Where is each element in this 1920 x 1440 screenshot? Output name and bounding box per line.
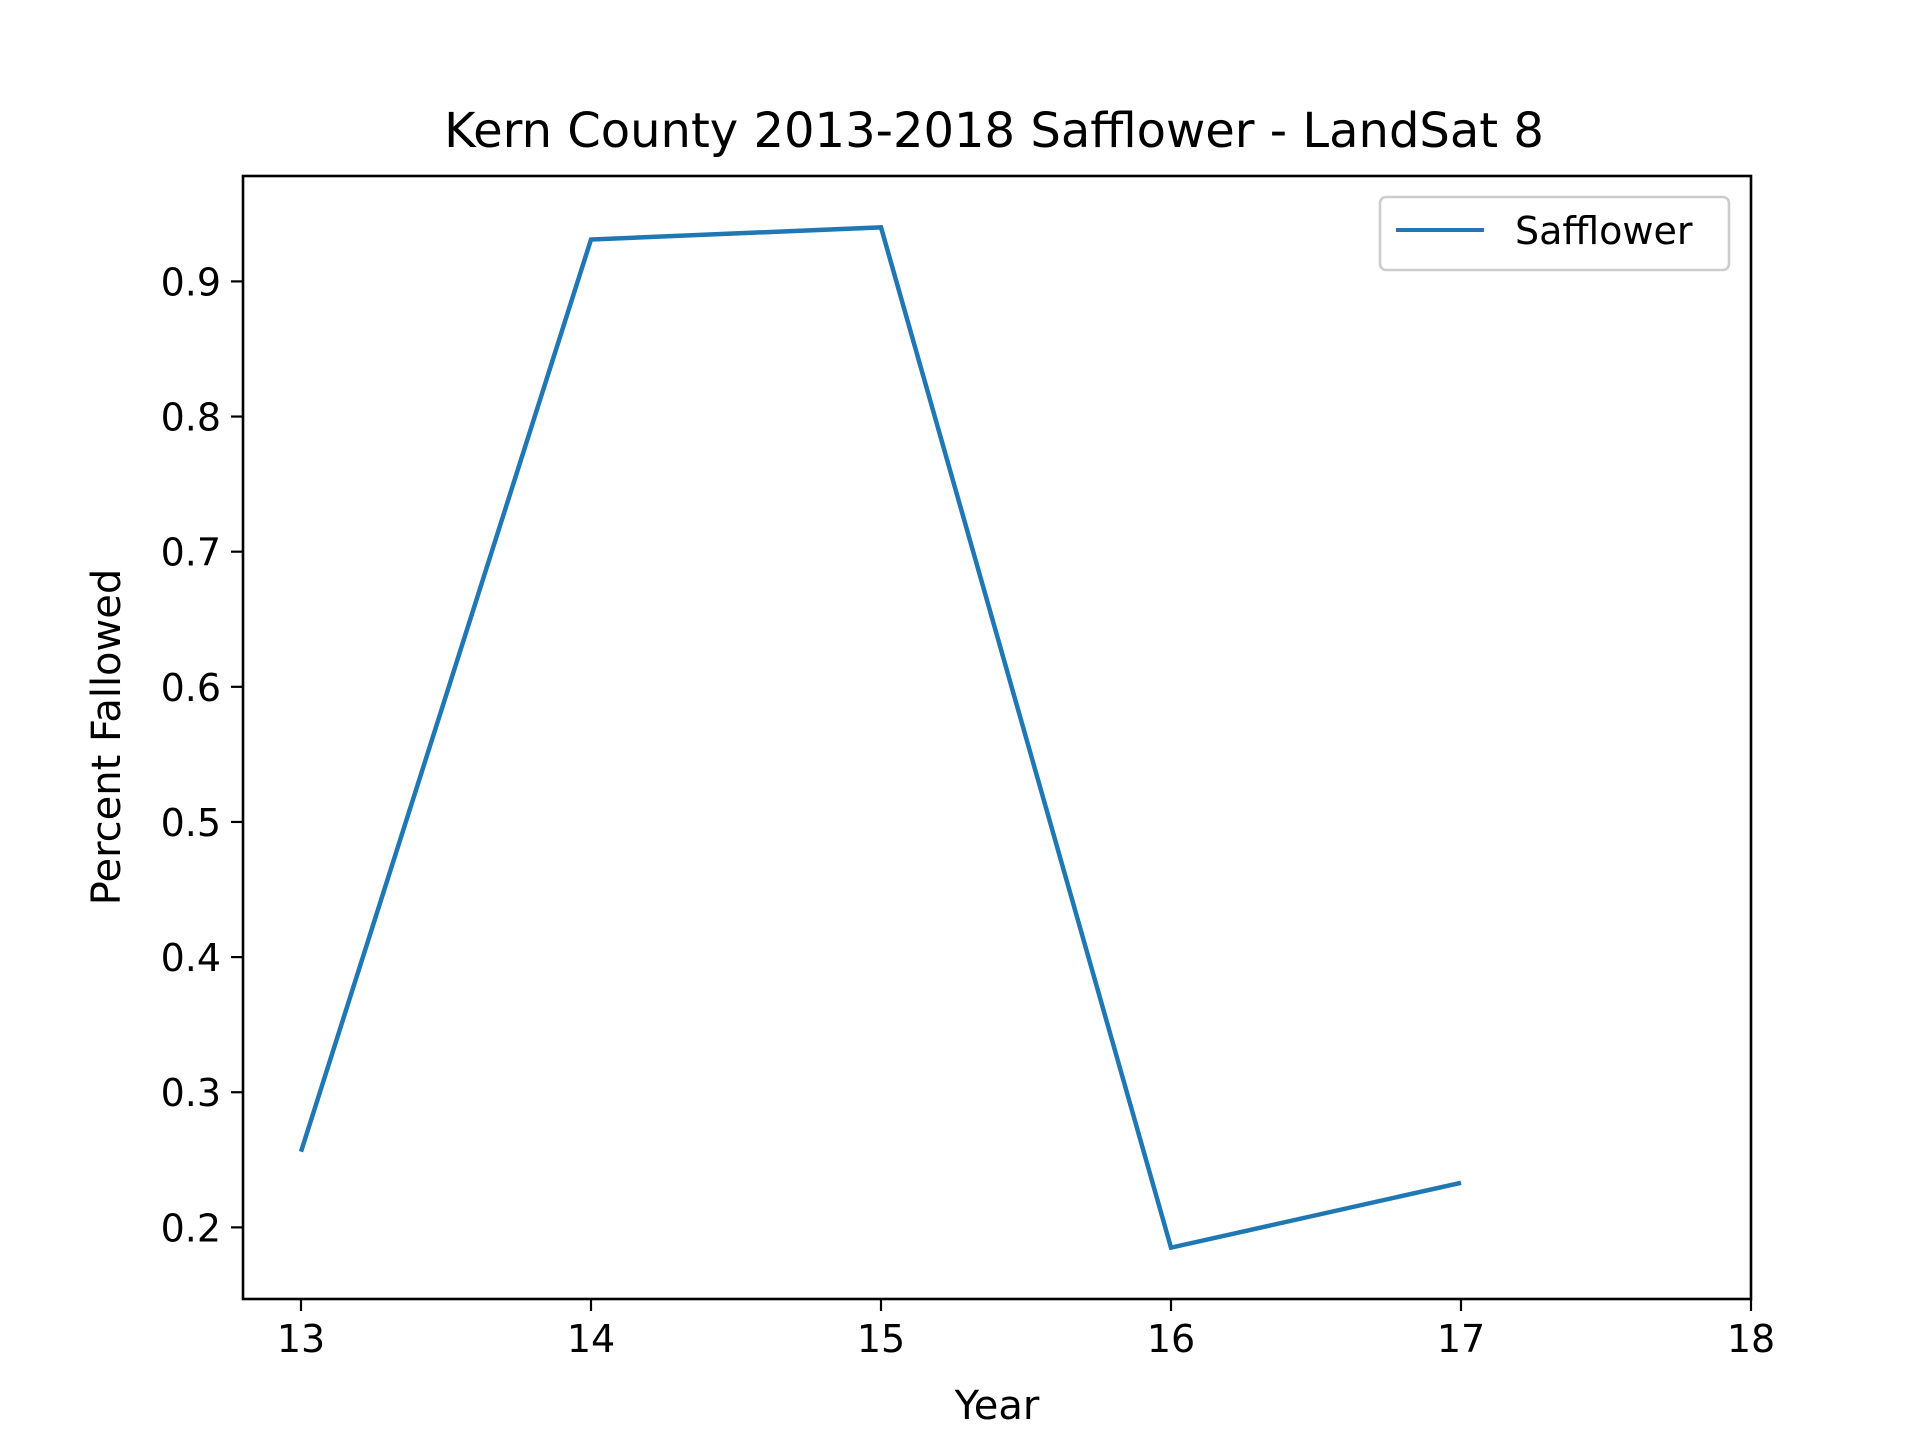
plot-area: 13 14 15 16 17 18 0.2 0.3 0.4 0.5 0.6 0.7 0.8 0.9	[161, 174, 1775, 1361]
legend: Safflower	[1378, 195, 1731, 272]
y-tick-label: 0.3	[161, 1071, 221, 1115]
x-axis-ticks: 13 14 15 16 17 18	[277, 1299, 1775, 1361]
legend-box	[1378, 195, 1731, 272]
y-tick-label: 0.9	[161, 260, 221, 304]
series-layer	[298, 225, 1462, 1251]
legend-label-safflower: Safflower	[1515, 209, 1693, 253]
y-tick-label: 0.8	[161, 396, 221, 440]
y-axis-ticks: 0.2 0.3 0.4 0.5 0.6 0.7 0.8 0.9	[161, 260, 243, 1250]
axes-frame	[241, 174, 1753, 1301]
series-line-safflower	[298, 225, 1462, 1251]
y-tick-label: 0.7	[161, 531, 221, 575]
x-tick-label: 13	[277, 1317, 325, 1361]
x-tick-label: 17	[1437, 1317, 1485, 1361]
y-tick-label: 0.4	[161, 936, 221, 980]
x-tick-label: 14	[567, 1317, 615, 1361]
chart-title: Kern County 2013-2018 Safflower - LandSa…	[444, 103, 1544, 159]
x-tick-label: 16	[1147, 1317, 1195, 1361]
x-tick-label: 15	[857, 1317, 905, 1361]
y-tick-label: 0.2	[161, 1206, 221, 1250]
x-tick-label: 18	[1727, 1317, 1775, 1361]
y-tick-label: 0.5	[161, 801, 221, 845]
y-axis-label: Percent Fallowed	[84, 569, 130, 905]
x-axis-label: Year	[954, 1383, 1040, 1429]
y-tick-label: 0.6	[161, 666, 221, 710]
